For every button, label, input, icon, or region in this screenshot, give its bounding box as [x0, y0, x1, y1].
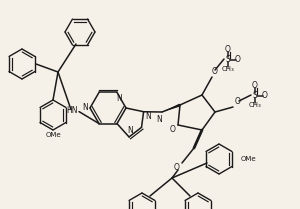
Text: N: N: [156, 115, 162, 124]
Text: N: N: [82, 103, 88, 112]
Text: N: N: [127, 126, 133, 135]
Text: OMe: OMe: [45, 132, 61, 138]
Text: O: O: [212, 68, 218, 76]
Text: CH₃: CH₃: [222, 66, 234, 72]
Text: O: O: [174, 163, 180, 172]
Text: O: O: [225, 46, 231, 55]
Text: S: S: [226, 56, 230, 65]
Text: CH₃: CH₃: [249, 102, 261, 108]
Text: O: O: [262, 92, 268, 101]
Text: S: S: [253, 92, 257, 101]
Text: O: O: [235, 98, 241, 107]
Text: O: O: [252, 82, 258, 90]
Text: N: N: [146, 112, 152, 121]
Text: O: O: [235, 56, 241, 65]
Text: HN: HN: [66, 106, 78, 115]
Text: OMe: OMe: [241, 156, 256, 162]
Text: N: N: [116, 94, 122, 103]
Polygon shape: [162, 104, 181, 112]
Text: O: O: [170, 125, 176, 135]
